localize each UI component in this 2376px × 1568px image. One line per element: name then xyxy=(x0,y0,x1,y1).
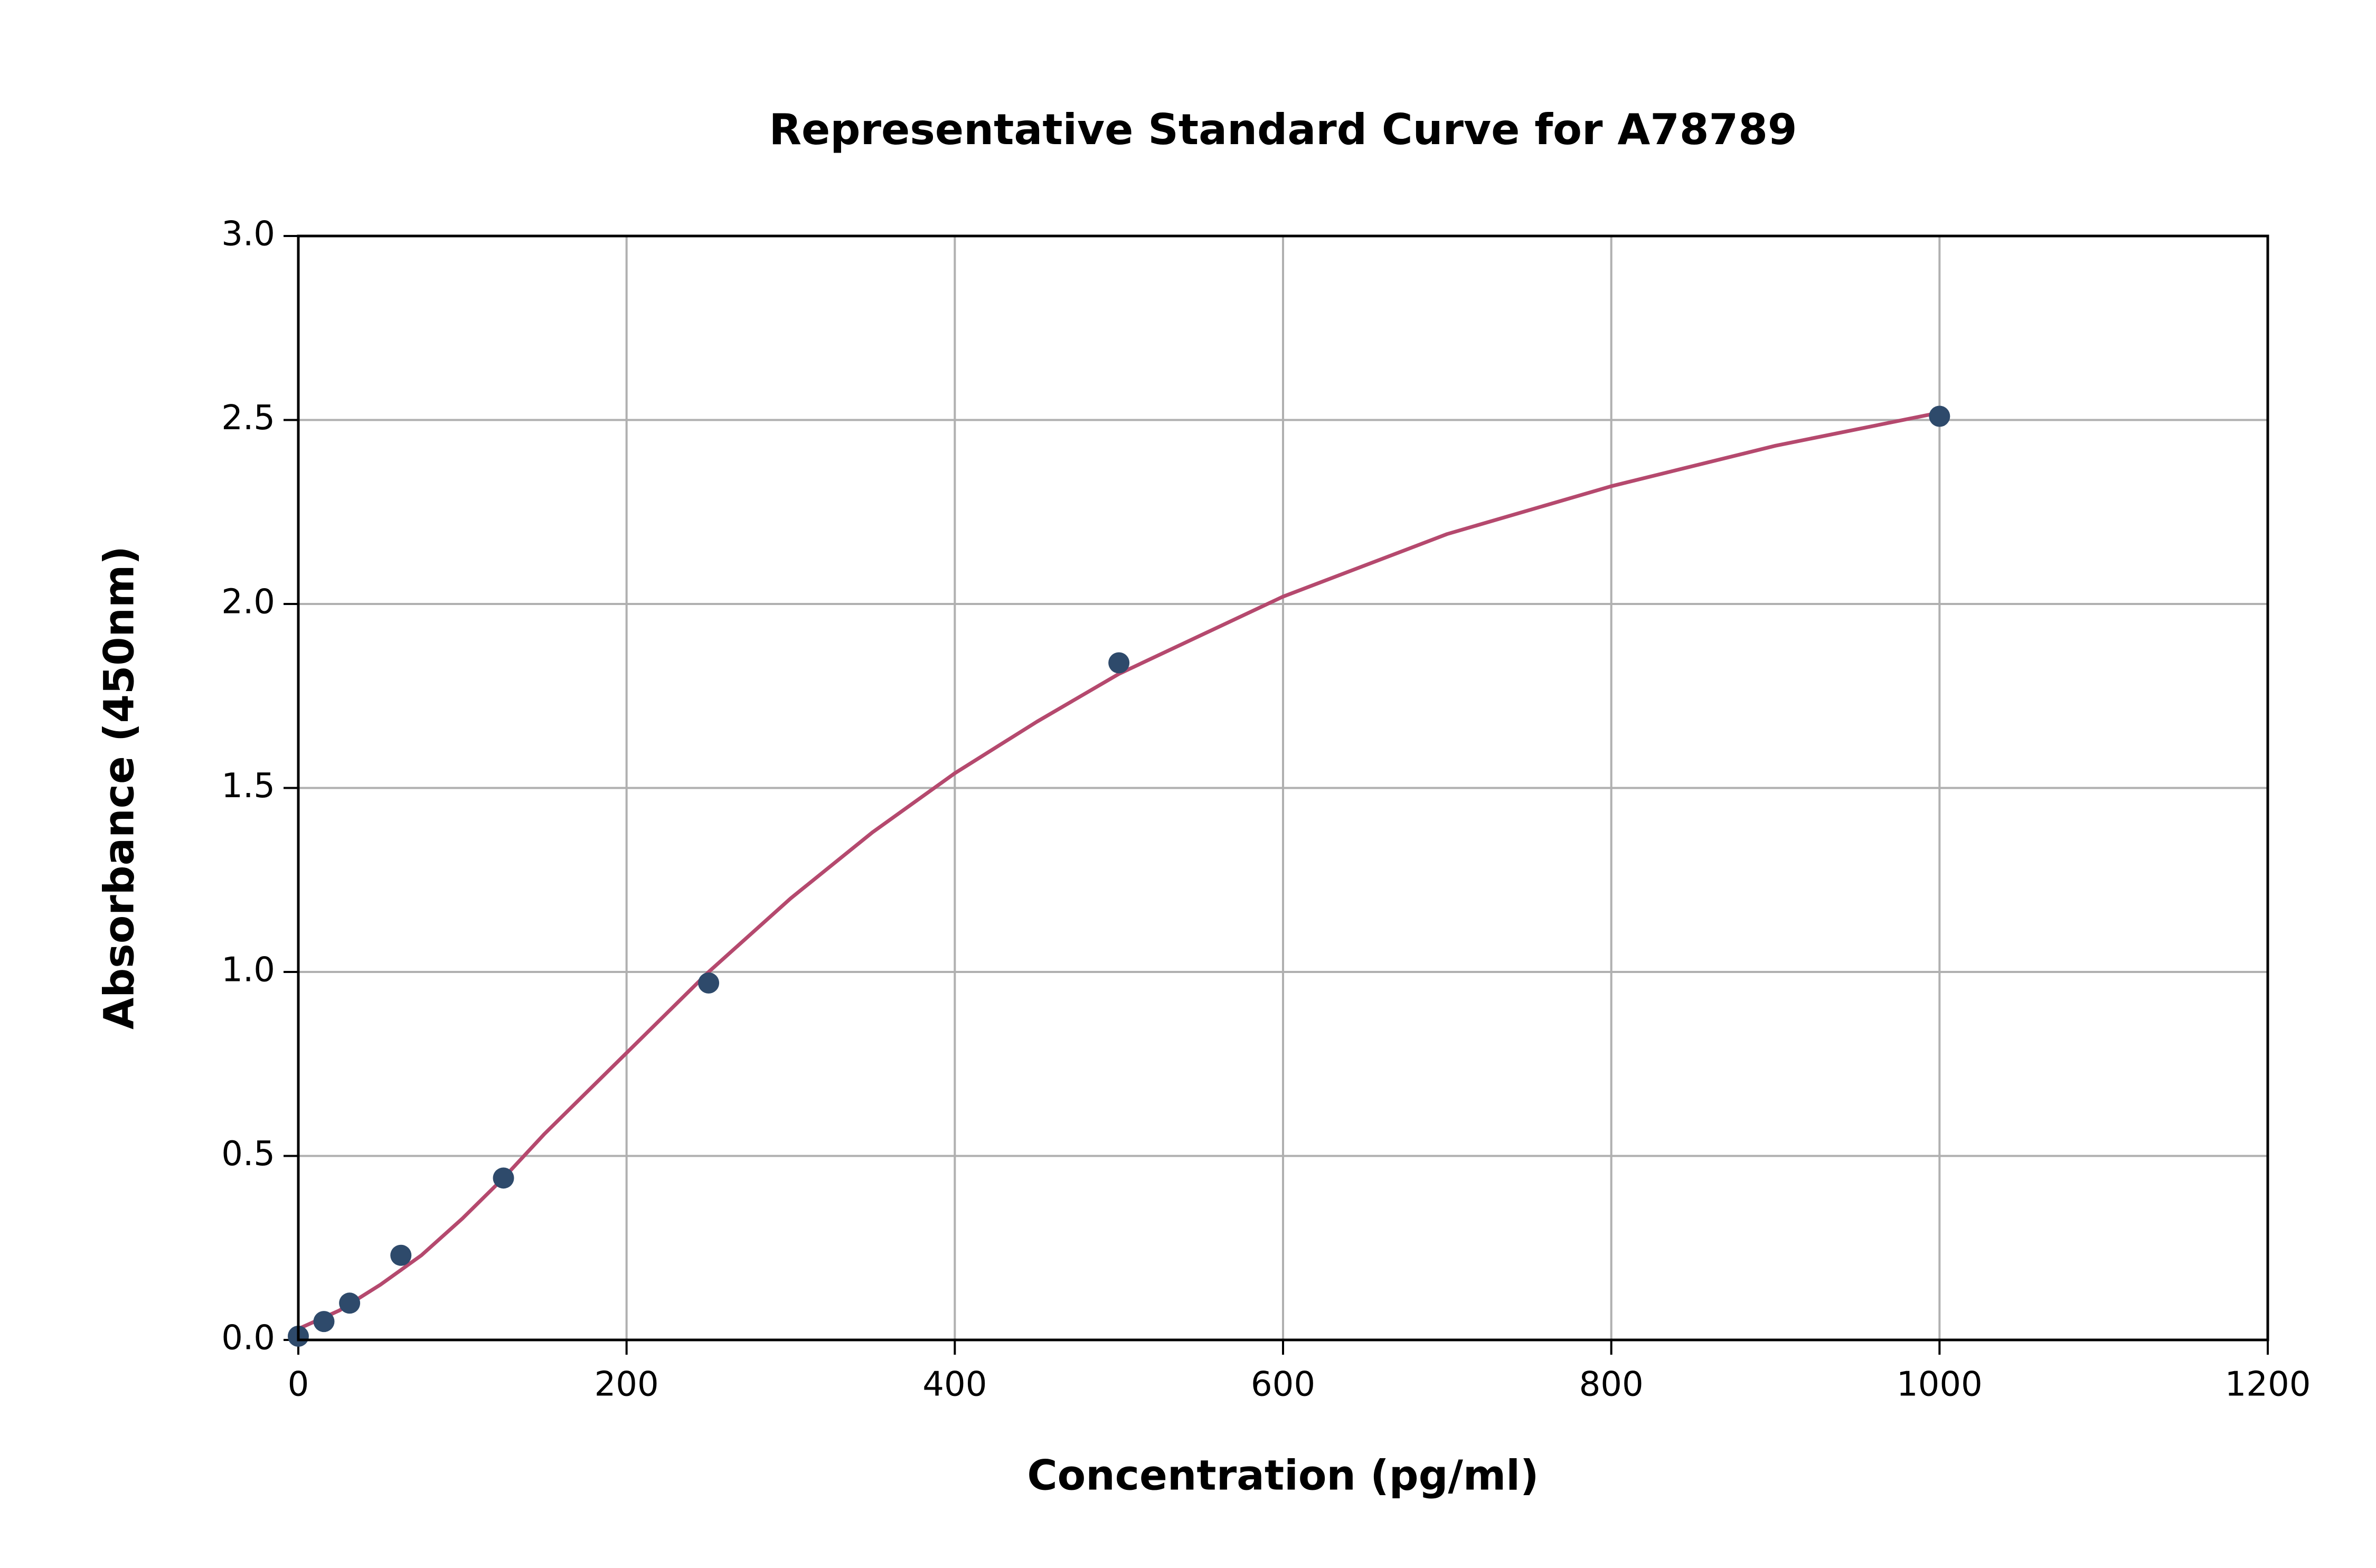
data-point xyxy=(698,972,720,994)
fit-curve xyxy=(297,411,1940,1331)
x-tick-label: 1200 xyxy=(2225,1365,2311,1404)
data-point xyxy=(390,1244,412,1266)
y-axis-label: Absorbance (450nm) xyxy=(96,546,143,1029)
y-tick-label: 0.5 xyxy=(221,1135,275,1174)
plot-frame xyxy=(297,234,2269,1342)
x-tick-label: 1000 xyxy=(1897,1365,1983,1404)
y-tick-label: 1.5 xyxy=(221,767,275,806)
y-tick-label: 0.0 xyxy=(221,1319,275,1358)
x-tick-label: 800 xyxy=(1579,1365,1644,1404)
data-point xyxy=(1108,652,1130,674)
x-tick-label: 0 xyxy=(288,1365,309,1404)
chart-title: Representative Standard Curve for A78789 xyxy=(769,105,1797,154)
x-tick-label: 600 xyxy=(1251,1365,1315,1404)
data-point xyxy=(493,1167,514,1189)
data-point xyxy=(339,1292,361,1314)
x-tick-label: 200 xyxy=(595,1365,659,1404)
y-tick-label: 2.5 xyxy=(221,399,275,438)
data-point xyxy=(1929,405,1950,427)
x-tick-label: 400 xyxy=(922,1365,987,1404)
x-axis-label: Concentration (pg/ml) xyxy=(1027,1452,1539,1499)
y-tick-label: 3.0 xyxy=(221,215,275,254)
y-tick-label: 2.0 xyxy=(221,583,275,622)
y-tick-label: 1.0 xyxy=(221,951,275,990)
data-point xyxy=(313,1311,335,1333)
